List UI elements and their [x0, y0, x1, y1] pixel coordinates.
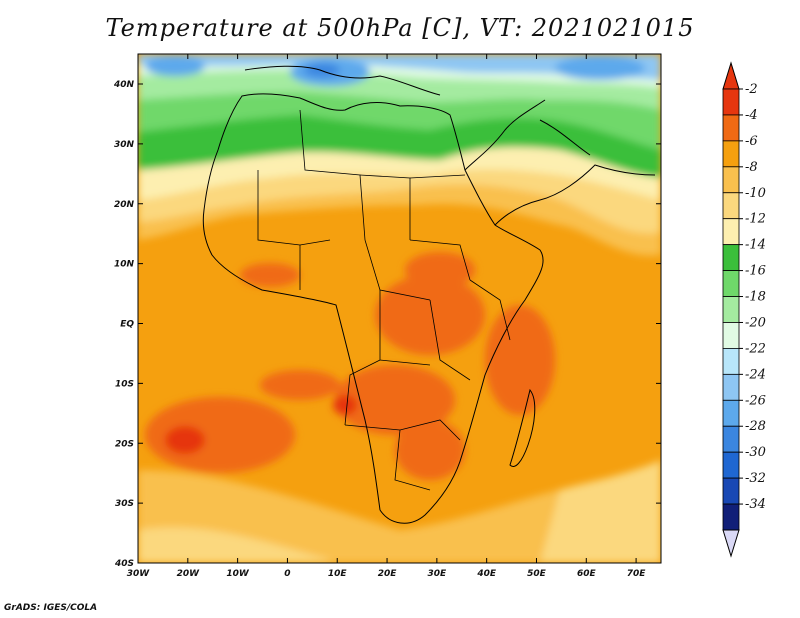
field-warm-core-atlantic	[165, 426, 205, 454]
lon-tick-label: 60E	[577, 569, 597, 579]
colorbar-label: -24	[745, 367, 766, 382]
lon-tick-label: 70E	[627, 569, 647, 579]
field-band-24	[138, 54, 661, 80]
persian-gulf-coastline	[539, 119, 591, 156]
colorbar-under-arrow	[722, 529, 740, 558]
field-band-10-south	[138, 527, 330, 563]
red-sea-coastline	[464, 99, 546, 171]
latitude-axis: 40N 30N 20N 10N EQ 10S 20S 30S 40S	[113, 80, 661, 569]
colorbar-segment	[722, 503, 740, 531]
colorbar-label: -20	[745, 315, 766, 330]
colorbar-segment	[722, 244, 740, 271]
lat-tick-label: 20S	[115, 439, 134, 449]
colorbar-segment	[722, 114, 740, 142]
colorbar-segment	[722, 373, 740, 401]
colorbar-label: -12	[745, 212, 766, 227]
madagascar-coastline	[509, 388, 536, 467]
colorbar-label: -16	[745, 264, 766, 279]
field-warm-gulf	[260, 370, 340, 400]
mediterranean-north-coast	[244, 65, 441, 96]
lon-tick-label: 30W	[127, 569, 151, 579]
lon-tick-label: 40E	[476, 569, 497, 579]
colorbar-label: -10	[745, 186, 766, 201]
field-cold-pocket-asia	[555, 56, 645, 80]
colorbar-segment	[722, 451, 740, 479]
colorbar-segment	[722, 477, 740, 505]
colorbar-label: -22	[745, 341, 766, 356]
colorbar-label: -2	[745, 82, 758, 97]
colorbar-segment	[722, 88, 740, 116]
colorbar-segment	[722, 425, 740, 453]
colorbar-label: -34	[745, 497, 766, 512]
lat-tick-label: 10N	[114, 260, 135, 270]
lat-tick-label: 40S	[114, 559, 134, 569]
colorbar-label: -4	[745, 108, 758, 123]
lon-tick-label: 10E	[328, 569, 348, 579]
field-band-8-south	[138, 470, 661, 563]
lon-tick-label: 50E	[527, 569, 547, 579]
map-frame	[137, 53, 662, 564]
field-warm-south-atlantic	[145, 397, 295, 473]
lat-tick-label: 20N	[114, 200, 135, 210]
colorbar-segment	[722, 322, 740, 349]
field-warm-east-africa	[485, 305, 555, 415]
colorbar-label: -26	[745, 393, 766, 408]
longitude-axis: 30W 20W 10W 0 10E 20E 30E 40E 50E 60E 70E	[127, 54, 647, 579]
colorbar-segment	[722, 218, 740, 246]
colorbar-segment	[722, 140, 740, 168]
colorbar-segment	[722, 192, 740, 220]
field-band-10-se	[540, 460, 661, 563]
africa-coastline	[202, 93, 544, 524]
lon-tick-label: 30E	[428, 569, 448, 579]
grads-credit: GrADS: IGES/COLA	[4, 603, 98, 613]
field-warm-core-angola	[333, 395, 357, 415]
coastlines	[202, 65, 656, 524]
lon-tick-label: 0	[284, 569, 290, 579]
field-warm-congo	[375, 275, 485, 355]
colorbar-segment	[722, 166, 740, 194]
temperature-field	[138, 54, 661, 563]
lon-tick-label: 10W	[226, 569, 250, 579]
lat-tick-label: 30S	[115, 499, 134, 509]
colorbar-segment	[722, 296, 740, 323]
colorbar-label: -30	[745, 445, 766, 460]
arabia-coastline-south	[494, 164, 656, 226]
field-warm-angola	[335, 365, 455, 435]
lat-tick-label: 40N	[113, 80, 135, 90]
colorbar-label: -6	[745, 134, 758, 149]
lat-tick-label: 30N	[114, 140, 135, 150]
colorbar-label: -8	[745, 160, 758, 175]
colorbar-segment	[722, 348, 740, 375]
field-cold-pocket-atlantic	[145, 56, 205, 76]
colorbar: -2 -4 -6 -8 -10 -12 -14 -16 -18 -20 -22 -24 -26 -28 -3…	[722, 61, 766, 558]
map-title: Temperature at 500hPa [C], VT: 202102101…	[105, 14, 695, 42]
field-warm-sudan	[405, 252, 475, 288]
country-borders	[257, 109, 511, 491]
colorbar-label: -32	[745, 471, 766, 486]
field-warm-south	[395, 420, 465, 480]
colorbar-label: -14	[745, 238, 766, 253]
colorbar-segment	[722, 399, 740, 427]
lat-tick-label: 10S	[115, 379, 134, 389]
lat-tick-label: EQ	[120, 320, 134, 330]
colorbar-over-arrow	[722, 61, 740, 90]
colorbar-label: -28	[745, 419, 766, 434]
field-warm-west-africa	[240, 263, 300, 287]
lon-tick-label: 20E	[378, 569, 398, 579]
lon-tick-label: 20W	[177, 569, 201, 579]
colorbar-label: -18	[745, 290, 766, 305]
colorbar-segment	[722, 270, 740, 297]
